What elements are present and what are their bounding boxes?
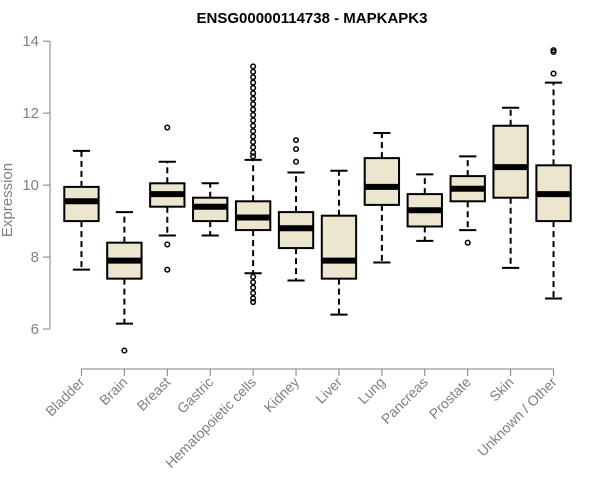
outlier-point [250,128,257,135]
outlier-point [250,133,257,140]
x-tick-label: Bladder [42,374,88,420]
outlier-point [250,279,257,286]
y-axis-label: Expression [0,163,16,237]
outlier-point [250,273,257,280]
iqr-box [492,124,529,199]
x-tick-label: Gastric [174,374,217,417]
box-group [192,182,229,237]
box-group [277,137,315,282]
outlier-point [250,84,257,92]
box-group [535,47,572,300]
outlier-point [550,48,557,56]
box-group [449,155,486,246]
x-tick-label: Brain [96,374,130,408]
outlier-point [250,289,257,297]
outlier-point [292,137,300,144]
outlier-point [550,70,557,77]
outlier-point [250,149,257,156]
outlier-point [250,298,257,306]
outlier-point [250,79,257,86]
outlier-point [292,158,300,165]
outlier-point [250,74,257,81]
outlier-point [464,239,471,246]
x-tick-label: Kidney [261,374,303,416]
y-tick-label: 8 [31,249,39,266]
x-tick-label: Breast [133,374,173,414]
outlier-point [250,95,257,102]
outlier-point [121,347,128,354]
x-tick-label: Pancreas [378,374,431,427]
box-group [363,131,401,264]
outlier-point [250,90,257,97]
y-axis: 6 8 10 12 14 [22,33,51,338]
outlier-point [250,284,257,291]
box-group [149,124,186,273]
x-tick-label: Liver [312,374,345,407]
x-tick-label: Skin [486,374,517,405]
outlier-point [164,266,171,273]
box-group [106,211,143,354]
x-tick-label: Prostate [426,374,474,422]
outlier-point [250,106,257,113]
iqr-box [363,157,401,206]
boxes [63,47,572,354]
outlier-point [250,122,257,129]
y-tick-label: 14 [22,33,39,50]
outlier-point [250,117,257,124]
outlier-point [250,144,257,151]
outlier-point [250,295,257,302]
box-group [63,149,100,271]
box-group [406,173,443,242]
outlier-point [164,241,171,248]
x-tick-label: Unknown / Other [474,374,560,460]
outlier-point [250,153,257,160]
outlier-point [250,111,257,119]
outlier-point [250,101,257,108]
box-group [320,169,358,316]
outlier-point [250,63,257,70]
outlier-point [292,146,300,153]
box-group [492,106,529,269]
box-group [234,63,272,306]
chart-title: ENSG00000114738 - MAPKAPK3 [197,10,428,27]
outlier-point [164,124,171,131]
y-tick-label: 10 [22,177,39,194]
iqr-box [320,214,358,280]
y-tick-label: 6 [31,321,39,338]
x-tick-label: Lung [355,374,388,407]
outlier-point [250,138,257,145]
y-tick-label: 12 [22,105,39,122]
outlier-point [250,68,257,75]
